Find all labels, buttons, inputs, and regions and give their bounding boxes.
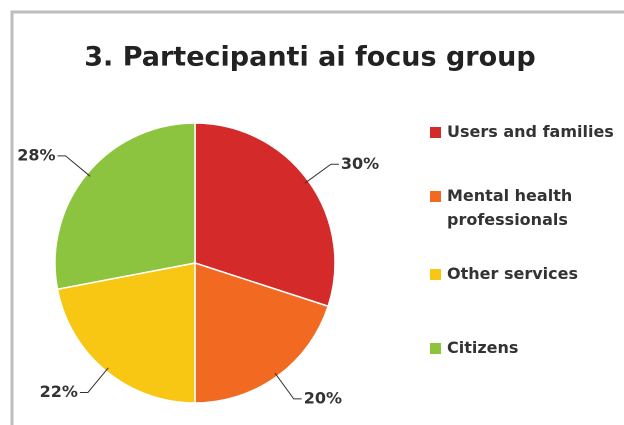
data-label: 20% <box>304 388 342 407</box>
leader-line <box>304 163 339 184</box>
legend: Users and families Mental health professi… <box>430 120 620 360</box>
legend-swatch <box>430 127 441 138</box>
legend-swatch <box>430 191 441 202</box>
legend-label: Mental health professionals <box>447 186 573 229</box>
legend-label: Other services <box>447 264 578 283</box>
legend-entry: Citizens <box>430 336 620 360</box>
data-label: 22% <box>40 382 78 401</box>
pie-slice <box>54 122 196 291</box>
frame <box>10 10 624 425</box>
chart-title: 3. Partecipanti ai focus group <box>84 42 535 73</box>
leader-line <box>79 367 109 393</box>
legend-swatch <box>430 269 441 280</box>
legend-entry: Other services <box>430 262 620 286</box>
legend-swatch <box>430 343 441 354</box>
legend-entry: Users and families <box>430 120 620 144</box>
legend-label: Citizens <box>447 338 519 357</box>
legend-entry: Mental health professionals <box>430 184 620 232</box>
leader-line <box>274 372 302 400</box>
legend-label: Users and families <box>447 122 614 141</box>
leader-line <box>57 155 91 177</box>
data-label: 28% <box>17 145 55 164</box>
data-label: 30% <box>341 154 379 173</box>
